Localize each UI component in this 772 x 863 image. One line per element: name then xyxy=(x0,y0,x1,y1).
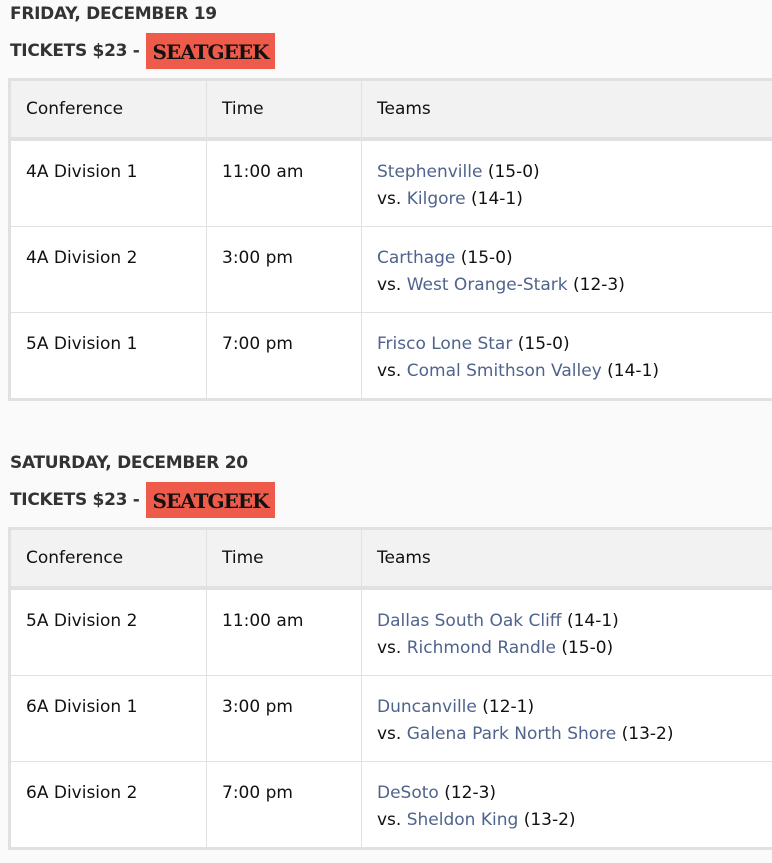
team-link[interactable]: Galena Park North Shore xyxy=(406,724,617,744)
teams-cell: Carthage (15-0) vs. West Orange-Stark (12… xyxy=(361,226,772,313)
column-header: Teams xyxy=(361,528,772,590)
time-cell: 3:00 pm xyxy=(206,675,362,762)
column-header: Time xyxy=(206,528,362,590)
day-heading: SATURDAY, DECEMBER 20 xyxy=(10,453,248,473)
vs-label: vs. xyxy=(377,724,402,744)
team-record: (15-0) xyxy=(460,248,513,268)
conference-cell: 4A Division 1 xyxy=(9,139,207,227)
tickets-price: TICKETS $23 - xyxy=(10,41,140,61)
conference-cell: 4A Division 2 xyxy=(9,226,207,313)
teams-cell: Dallas South Oak Cliff (14-1) vs. Richmon… xyxy=(361,588,772,676)
table-row: 5A Division 1 7:00 pm Frisco Lone Star (… xyxy=(9,312,772,400)
team-record: (14-1) xyxy=(607,361,660,381)
conference-cell: 6A Division 1 xyxy=(9,675,207,762)
team-link[interactable]: West Orange-Stark xyxy=(406,275,568,295)
table-header-row: Conference Time Teams xyxy=(9,79,772,141)
tickets-price: TICKETS $23 - xyxy=(10,490,140,510)
team-link[interactable]: Stephenville xyxy=(377,162,483,182)
team-link[interactable]: Carthage xyxy=(377,248,456,268)
team-link[interactable]: Frisco Lone Star xyxy=(377,334,513,354)
team-record: (14-1) xyxy=(471,189,523,209)
teams-cell: DeSoto (12-3) vs. Sheldon King (13-2) xyxy=(361,761,772,849)
team-record: (15-0) xyxy=(517,334,570,354)
day-section: FRIDAY, DECEMBER 19 TICKETS $23 - SEATGE… xyxy=(0,0,772,401)
conference-cell: 5A Division 1 xyxy=(9,312,207,400)
day-section: SATURDAY, DECEMBER 20 TICKETS $23 - SEAT… xyxy=(0,449,772,850)
seatgeek-button[interactable]: SEATGEEK xyxy=(145,33,276,69)
teams-cell: Frisco Lone Star (15-0) vs. Comal Smithso… xyxy=(361,312,772,400)
column-header: Conference xyxy=(9,528,207,590)
column-header: Time xyxy=(206,79,362,141)
conference-cell: 5A Division 2 xyxy=(9,588,207,676)
column-header: Teams xyxy=(361,79,772,141)
team-link[interactable]: Richmond Randle xyxy=(406,638,556,658)
column-header: Conference xyxy=(9,79,207,141)
vs-label: vs. xyxy=(377,189,402,209)
team-record: (14-1) xyxy=(566,611,619,631)
teams-cell: Duncanville (12-1) vs. Galena Park North … xyxy=(361,675,772,762)
team-record: (13-2) xyxy=(621,724,674,744)
team-link[interactable]: Dallas South Oak Cliff xyxy=(377,611,562,631)
seatgeek-button[interactable]: SEATGEEK xyxy=(145,482,276,518)
team-link[interactable]: Kilgore xyxy=(406,189,466,209)
team-link[interactable]: Duncanville xyxy=(377,697,477,717)
table-header-row: Conference Time Teams xyxy=(9,528,772,590)
vs-label: vs. xyxy=(377,361,402,381)
tickets-line: TICKETS $23 - SEATGEEK xyxy=(10,28,772,74)
team-record: (15-0) xyxy=(487,162,540,182)
conference-cell: 6A Division 2 xyxy=(9,761,207,849)
team-record: (12-3) xyxy=(573,275,625,295)
teams-cell: Stephenville (15-0) vs. Kilgore (14-1) xyxy=(361,139,772,227)
team-link[interactable]: DeSoto xyxy=(377,783,439,803)
team-record: (15-0) xyxy=(561,638,614,658)
team-record: (13-2) xyxy=(523,810,576,830)
team-link[interactable]: Sheldon King xyxy=(406,810,519,830)
time-cell: 3:00 pm xyxy=(206,226,362,313)
time-cell: 11:00 am xyxy=(206,588,362,676)
vs-label: vs. xyxy=(377,275,402,295)
vs-label: vs. xyxy=(377,638,402,658)
table-row: 6A Division 1 3:00 pm Duncanville (12-1)… xyxy=(9,675,772,762)
team-record: (12-1) xyxy=(482,697,535,717)
table-row: 6A Division 2 7:00 pm DeSoto (12-3) vs. S… xyxy=(9,761,772,849)
table-row: 4A Division 1 11:00 am Stephenville (15-… xyxy=(9,139,772,227)
team-link[interactable]: Comal Smithson Valley xyxy=(406,361,602,381)
table-row: 4A Division 2 3:00 pm Carthage (15-0) vs.… xyxy=(9,226,772,313)
schedule-table: Conference Time Teams 4A Division 1 11:00 … xyxy=(8,78,772,401)
tickets-line: TICKETS $23 - SEATGEEK xyxy=(10,477,772,523)
schedule-table: Conference Time Teams 5A Division 2 11:00 … xyxy=(8,527,772,850)
table-row: 5A Division 2 11:00 am Dallas South Oak … xyxy=(9,588,772,676)
vs-label: vs. xyxy=(377,810,402,830)
time-cell: 7:00 pm xyxy=(206,761,362,849)
time-cell: 7:00 pm xyxy=(206,312,362,400)
team-record: (12-3) xyxy=(444,783,497,803)
time-cell: 11:00 am xyxy=(206,139,362,227)
day-heading: FRIDAY, DECEMBER 19 xyxy=(10,4,217,24)
